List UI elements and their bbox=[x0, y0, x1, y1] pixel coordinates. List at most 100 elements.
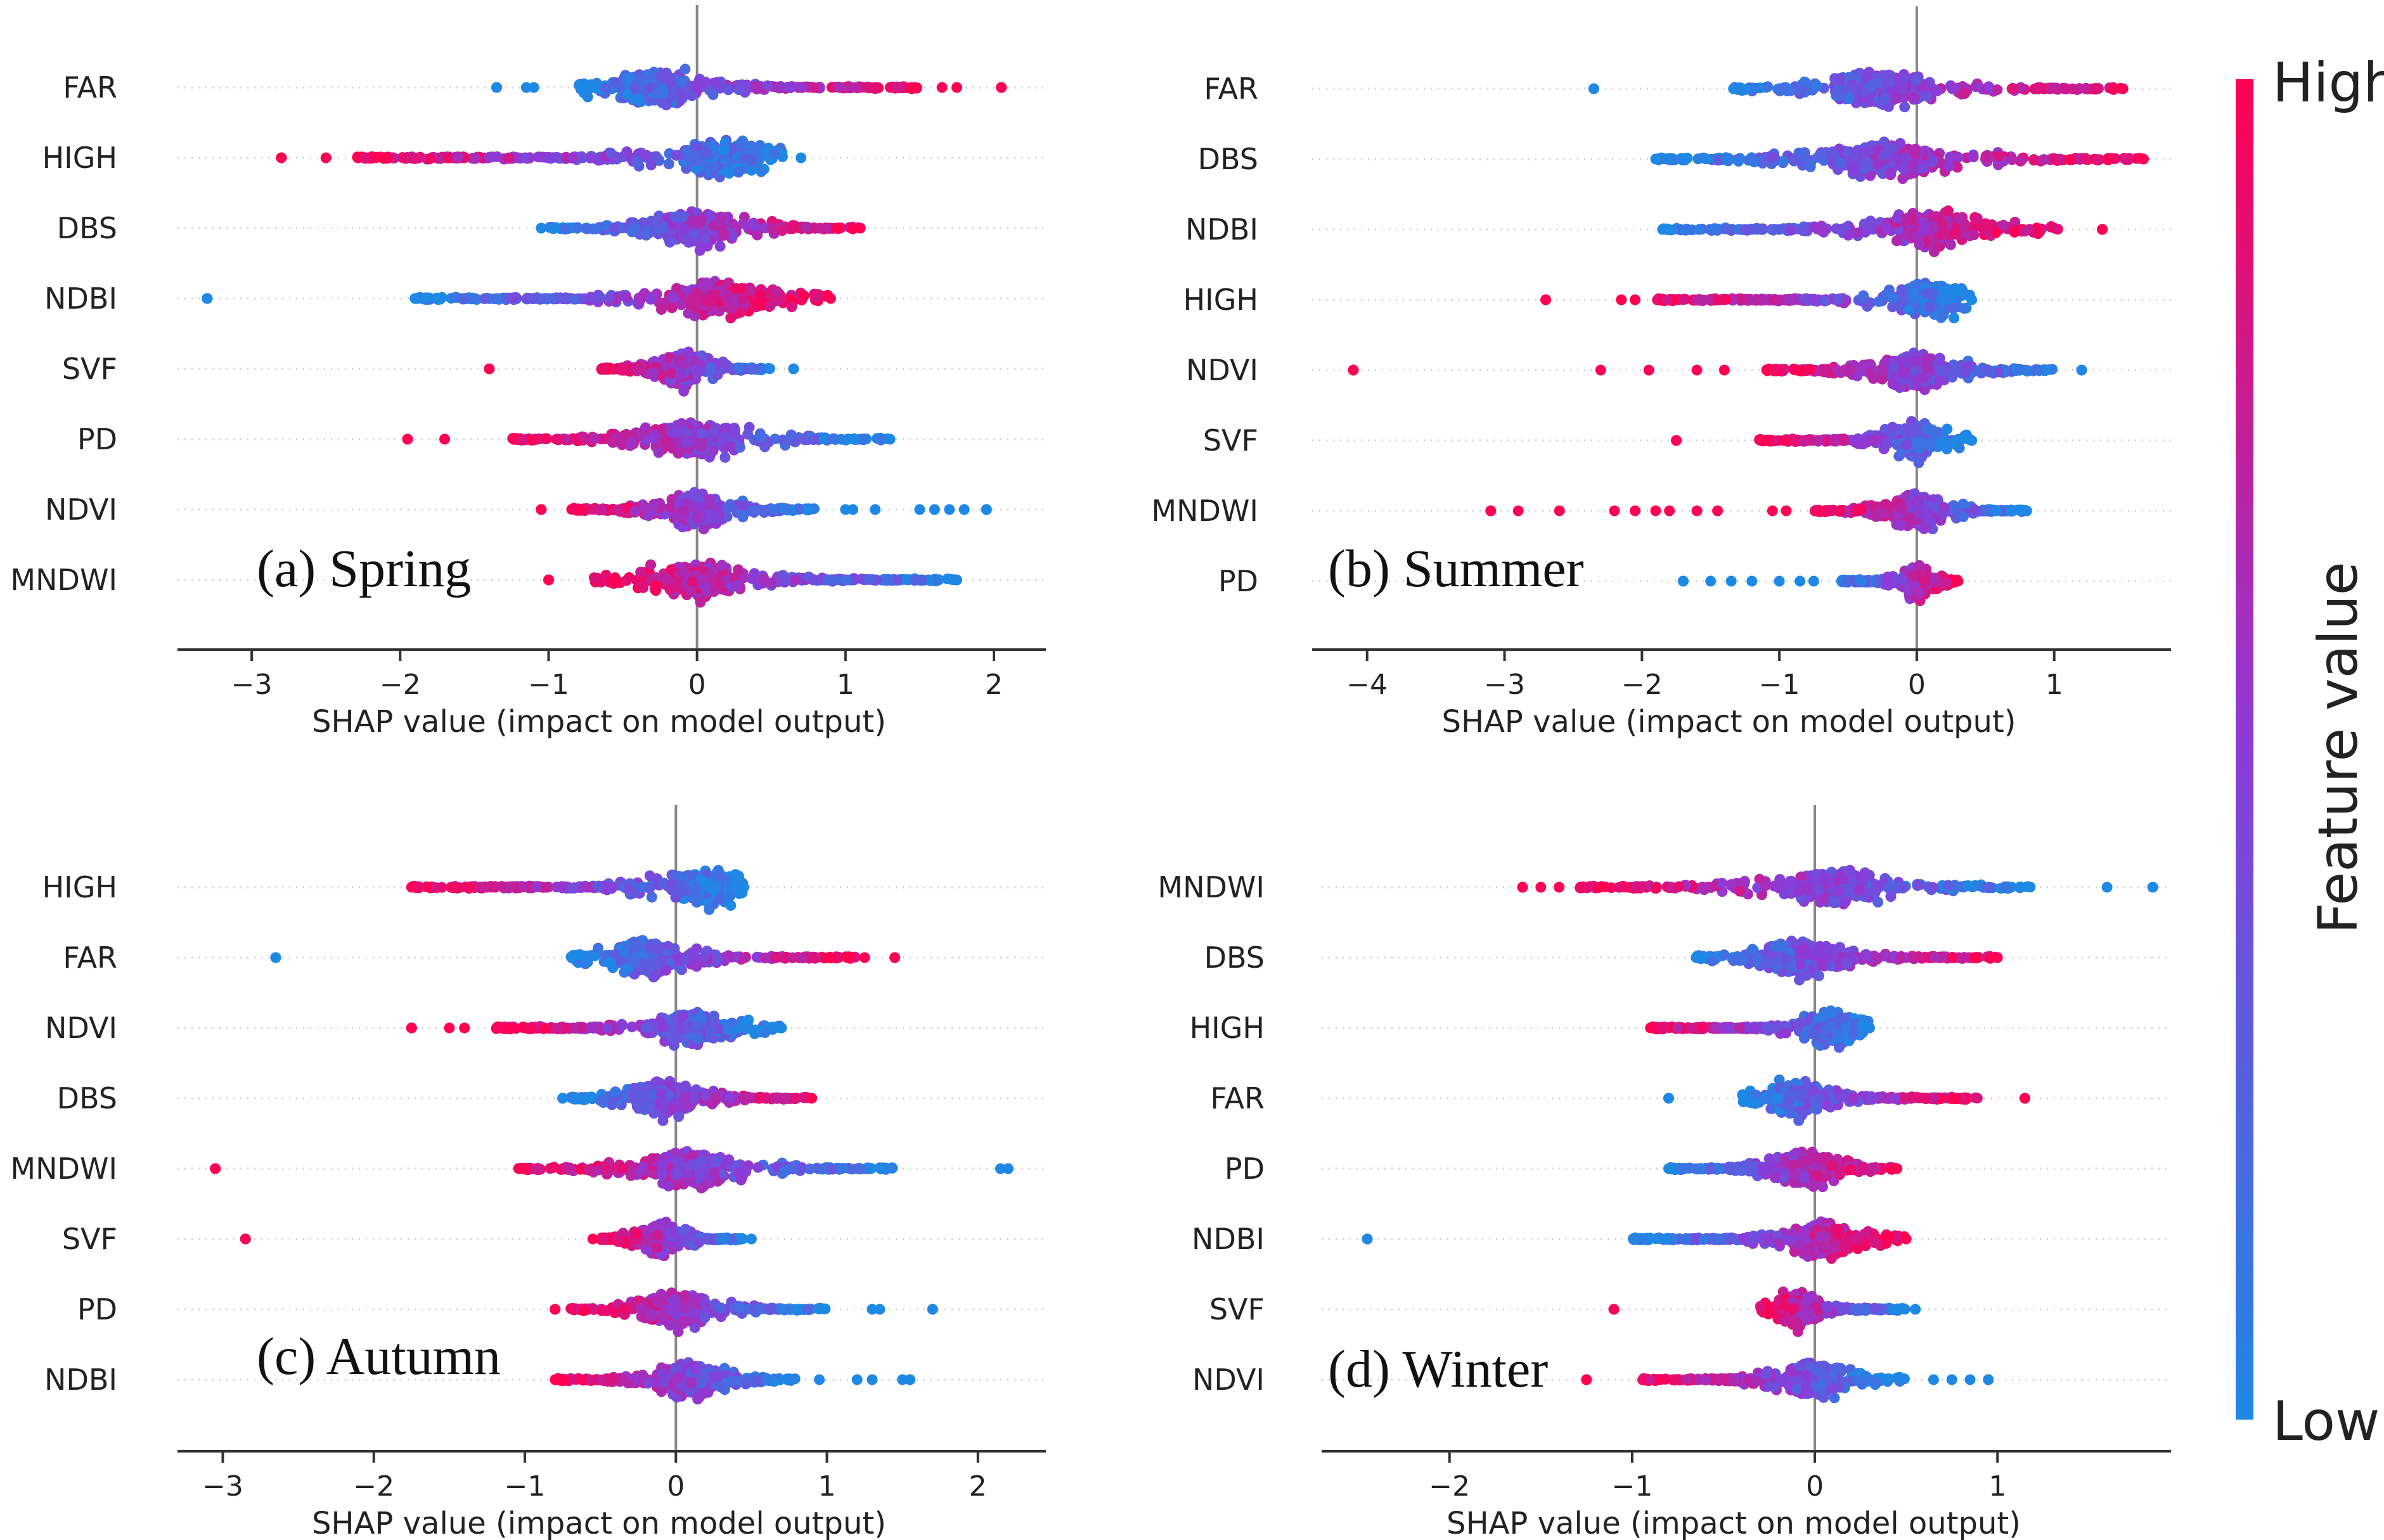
shap-point bbox=[738, 139, 750, 150]
shap-point bbox=[621, 292, 632, 303]
shap-point bbox=[705, 568, 716, 580]
x-tick-label: 1 bbox=[837, 669, 854, 701]
feature-label: FAR bbox=[63, 70, 117, 105]
shap-point bbox=[1799, 147, 1810, 158]
shap-point bbox=[905, 82, 917, 94]
shap-point bbox=[1943, 160, 1955, 172]
shap-point bbox=[820, 222, 832, 234]
shap-point bbox=[1980, 150, 1992, 162]
shap-point bbox=[1700, 153, 1711, 165]
shap-point bbox=[421, 292, 432, 304]
shap-point bbox=[725, 312, 737, 324]
shap-extreme-point bbox=[854, 222, 866, 234]
shap-point bbox=[597, 364, 609, 375]
feature-row-dbs: DBS bbox=[1198, 136, 2149, 184]
shap-outlier-point bbox=[929, 504, 940, 515]
shap-point bbox=[1808, 221, 1820, 233]
shap-point bbox=[677, 505, 688, 516]
shap-point bbox=[1828, 148, 1840, 160]
shap-point bbox=[1944, 151, 1956, 163]
shap-point bbox=[1928, 246, 1940, 257]
shap-point bbox=[1769, 224, 1780, 235]
feature-label: MNDWI bbox=[10, 563, 117, 597]
feature-label: DBS bbox=[1198, 142, 1258, 176]
shap-point bbox=[655, 304, 667, 315]
shap-point bbox=[1926, 211, 1938, 222]
shap-outlier-point bbox=[951, 82, 962, 93]
shap-point bbox=[2007, 82, 2018, 94]
shap-point bbox=[1885, 167, 1896, 178]
shap-point bbox=[1890, 93, 1902, 104]
shap-point bbox=[1950, 228, 1961, 239]
shap-point bbox=[714, 241, 726, 252]
shap-point bbox=[633, 363, 645, 375]
shap-point bbox=[2054, 153, 2065, 165]
shap-point bbox=[2090, 83, 2101, 94]
shap-point bbox=[721, 292, 732, 304]
shap-point bbox=[359, 153, 371, 164]
feature-row-ndbi: NDBI bbox=[1185, 205, 2108, 257]
shap-point bbox=[1888, 150, 1900, 162]
shap-point bbox=[745, 155, 757, 166]
feature-label: SVF bbox=[62, 352, 117, 386]
shap-point bbox=[699, 146, 711, 158]
shap-extreme-point bbox=[796, 152, 807, 164]
shap-point bbox=[575, 504, 586, 516]
shap-point bbox=[528, 293, 539, 304]
shap-extreme-point bbox=[788, 363, 799, 375]
shap-point bbox=[797, 81, 808, 93]
shap-point bbox=[1793, 82, 1804, 93]
shap-point bbox=[588, 572, 600, 584]
shap-point bbox=[545, 153, 557, 164]
shap-point bbox=[569, 293, 580, 305]
shap-point bbox=[1992, 84, 2003, 96]
feature-row-ndvi: NDVI bbox=[45, 487, 992, 535]
shap-point bbox=[786, 301, 797, 312]
shap-point bbox=[635, 567, 647, 578]
shap-point bbox=[754, 290, 766, 301]
shap-extreme-point bbox=[2117, 83, 2129, 94]
shap-point bbox=[716, 560, 728, 571]
shap-point bbox=[1959, 88, 1970, 99]
shap-point bbox=[771, 286, 783, 297]
shap-point bbox=[696, 428, 707, 439]
shap-point bbox=[733, 362, 744, 373]
shap-extreme-point bbox=[1650, 153, 1661, 165]
shap-point bbox=[676, 299, 687, 311]
shap-point bbox=[624, 72, 635, 84]
shap-point bbox=[1805, 161, 1816, 172]
shap-point bbox=[692, 513, 703, 524]
shap-point bbox=[641, 226, 652, 236]
shap-point bbox=[664, 584, 676, 595]
shap-point bbox=[1917, 225, 1928, 236]
shap-point bbox=[645, 159, 657, 170]
shap-point bbox=[503, 153, 515, 164]
shap-point bbox=[1907, 215, 1918, 226]
shap-point bbox=[1733, 155, 1744, 167]
shap-point bbox=[799, 290, 809, 302]
shap-point bbox=[470, 293, 480, 304]
shap-point bbox=[648, 367, 659, 378]
shap-point bbox=[590, 223, 602, 234]
feature-row-pd: PD bbox=[77, 417, 896, 463]
shap-point bbox=[582, 91, 593, 103]
shap-point bbox=[1910, 74, 1922, 86]
shap-extreme-point bbox=[884, 433, 896, 445]
shap-point bbox=[2016, 155, 2027, 165]
shap-point bbox=[1722, 224, 1733, 234]
shap-point bbox=[638, 582, 649, 593]
shap-point bbox=[710, 511, 721, 523]
shap-point bbox=[584, 152, 596, 164]
feature-row-dbs: DBS bbox=[57, 206, 866, 256]
shap-point bbox=[1779, 82, 1790, 93]
shap-point bbox=[708, 161, 719, 172]
shap-point bbox=[749, 221, 760, 232]
shap-outlier-point bbox=[944, 504, 955, 515]
shap-point bbox=[765, 577, 776, 589]
shap-point bbox=[858, 433, 870, 445]
shap-point bbox=[1863, 95, 1874, 106]
shap-point bbox=[704, 451, 715, 463]
shap-point bbox=[718, 229, 730, 241]
shap-point bbox=[1739, 84, 1751, 95]
shap-point bbox=[648, 500, 659, 511]
